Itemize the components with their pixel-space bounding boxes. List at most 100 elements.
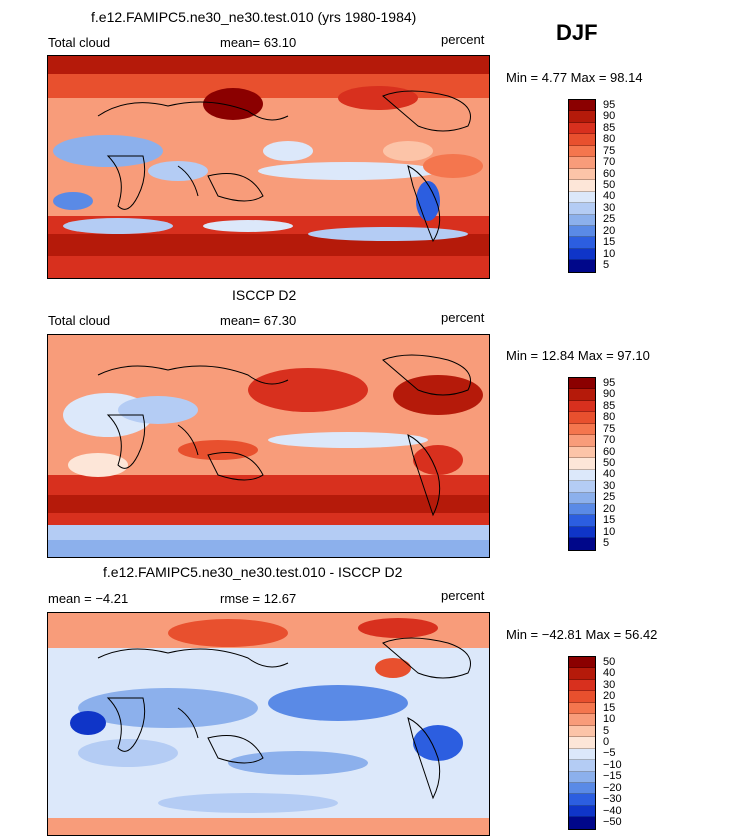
colorbar-tick-label: −10 [603, 758, 622, 771]
colorbar-swatch [569, 237, 595, 249]
panel-2-mean: mean= 67.30 [220, 313, 297, 328]
colorbar-tick-label: 40 [603, 468, 616, 481]
colorbar-tick-label: 20 [603, 502, 616, 515]
colorbar-swatch [569, 515, 595, 527]
colorbar-tick-label: 70 [603, 156, 616, 169]
colorbar-tick-label: 40 [603, 190, 616, 203]
colorbar-swatch [569, 446, 595, 459]
season-label: DJF [556, 20, 598, 45]
colorbar-tick-label: 25 [603, 213, 616, 226]
colorbar-swatch [569, 481, 595, 493]
colorbar-swatch [569, 157, 595, 169]
colorbar-swatch [569, 725, 595, 738]
colorbar-swatch [569, 122, 595, 135]
colorbar-tick-label: 80 [603, 133, 616, 146]
colorbar-tick-label: 20 [603, 690, 616, 703]
colorbar-swatch [569, 469, 595, 482]
colorbar-tick-label: 15 [603, 236, 616, 249]
colorbar-swatch [569, 771, 595, 783]
colorbar-tick-label: 5 [603, 259, 610, 272]
colorbar-tick-label: 10 [603, 525, 616, 538]
colorbar-tick-label: 95 [603, 376, 616, 389]
panel-3-units: percent [441, 588, 485, 603]
panel-3-map [47, 612, 490, 836]
panel-1-mean: mean= 63.10 [220, 35, 297, 50]
colorbar-swatch [569, 389, 595, 401]
colorbar-swatch [569, 423, 595, 436]
colorbar-tick-label: 85 [603, 399, 616, 412]
colorbar-swatch [569, 657, 595, 669]
colorbar-swatch [569, 168, 595, 181]
colorbar-swatch [569, 737, 595, 749]
colorbar-swatch [569, 134, 595, 146]
colorbar-tick-label: 60 [603, 167, 616, 180]
colorbar-swatch [569, 100, 595, 112]
panel-1-left-label: Total cloud [48, 35, 111, 50]
colorbar-tick-label: −40 [603, 804, 622, 817]
colorbar-swatch [569, 412, 595, 424]
colorbar-swatch [569, 538, 595, 550]
panel-1-colorbar [568, 99, 596, 273]
colorbar-tick-label: 50 [603, 179, 616, 191]
colorbar-swatch [569, 180, 595, 192]
colorbar-swatch [569, 702, 595, 715]
panel-1-units: percent [441, 32, 485, 47]
colorbar-tick-label: 15 [603, 701, 616, 714]
colorbar-tick-label: 30 [603, 678, 616, 691]
panel-3-minmax: Min = −42.81 Max = 56.42 [506, 627, 658, 642]
panel-1-map [47, 55, 490, 279]
colorbar-swatch [569, 458, 595, 470]
colorbar-swatch [569, 435, 595, 447]
colorbar-swatch [569, 378, 595, 390]
panel-2-minmax: Min = 12.84 Max = 97.10 [506, 348, 650, 363]
colorbar-swatch [569, 225, 595, 238]
colorbar-swatch [569, 817, 595, 829]
colorbar-tick-label: 90 [603, 110, 616, 123]
colorbar-swatch [569, 492, 595, 504]
colorbar-swatch [569, 203, 595, 215]
colorbar-tick-label: 25 [603, 491, 616, 504]
colorbar-tick-label: 75 [603, 422, 616, 435]
colorbar-swatch [569, 668, 595, 680]
colorbar-tick-label: −5 [603, 747, 616, 760]
panel-3-title: f.e12.FAMIPC5.ne30_ne30.test.010 - ISCCP… [103, 564, 403, 580]
panel-2-colorbar [568, 377, 596, 551]
panel-3-mean: mean = −4.21 [48, 591, 129, 606]
colorbar-tick-label: −50 [603, 816, 622, 829]
colorbar-tick-label: 20 [603, 224, 616, 237]
colorbar-tick-label: 40 [603, 667, 616, 680]
colorbar-swatch [569, 260, 595, 272]
colorbar-tick-label: 5 [603, 724, 610, 737]
colorbar-swatch [569, 714, 595, 726]
colorbar-swatch [569, 400, 595, 413]
colorbar-swatch [569, 691, 595, 703]
colorbar-tick-label: 30 [603, 479, 616, 492]
colorbar-tick-label: 50 [603, 457, 616, 469]
colorbar-swatch [569, 782, 595, 795]
colorbar-tick-label: 30 [603, 201, 616, 214]
colorbar-swatch [569, 145, 595, 158]
colorbar-swatch [569, 679, 595, 692]
colorbar-tick-label: 80 [603, 411, 616, 424]
colorbar-swatch [569, 111, 595, 123]
panel-3-colorbar [568, 656, 596, 830]
colorbar-swatch [569, 805, 595, 818]
colorbar-tick-label: 15 [603, 514, 616, 527]
panel-2-map [47, 334, 490, 558]
colorbar-tick-label: 0 [603, 736, 610, 748]
colorbar-swatch [569, 794, 595, 806]
colorbar-tick-label: −20 [603, 781, 622, 794]
colorbar-tick-label: 70 [603, 434, 616, 447]
colorbar-tick-label: 75 [603, 144, 616, 157]
panel-2-left-label: Total cloud [48, 313, 111, 328]
colorbar-tick-label: 60 [603, 445, 616, 458]
colorbar-tick-label: 10 [603, 713, 616, 726]
colorbar-tick-label: 5 [603, 537, 610, 550]
panel-1-minmax: Min = 4.77 Max = 98.14 [506, 70, 643, 85]
colorbar-tick-label: 95 [603, 98, 616, 111]
colorbar-tick-label: −30 [603, 793, 622, 806]
colorbar-swatch [569, 214, 595, 226]
panel-3-rmse: rmse = 12.67 [220, 591, 297, 606]
colorbar-swatch [569, 248, 595, 261]
colorbar-tick-label: −15 [603, 770, 622, 783]
